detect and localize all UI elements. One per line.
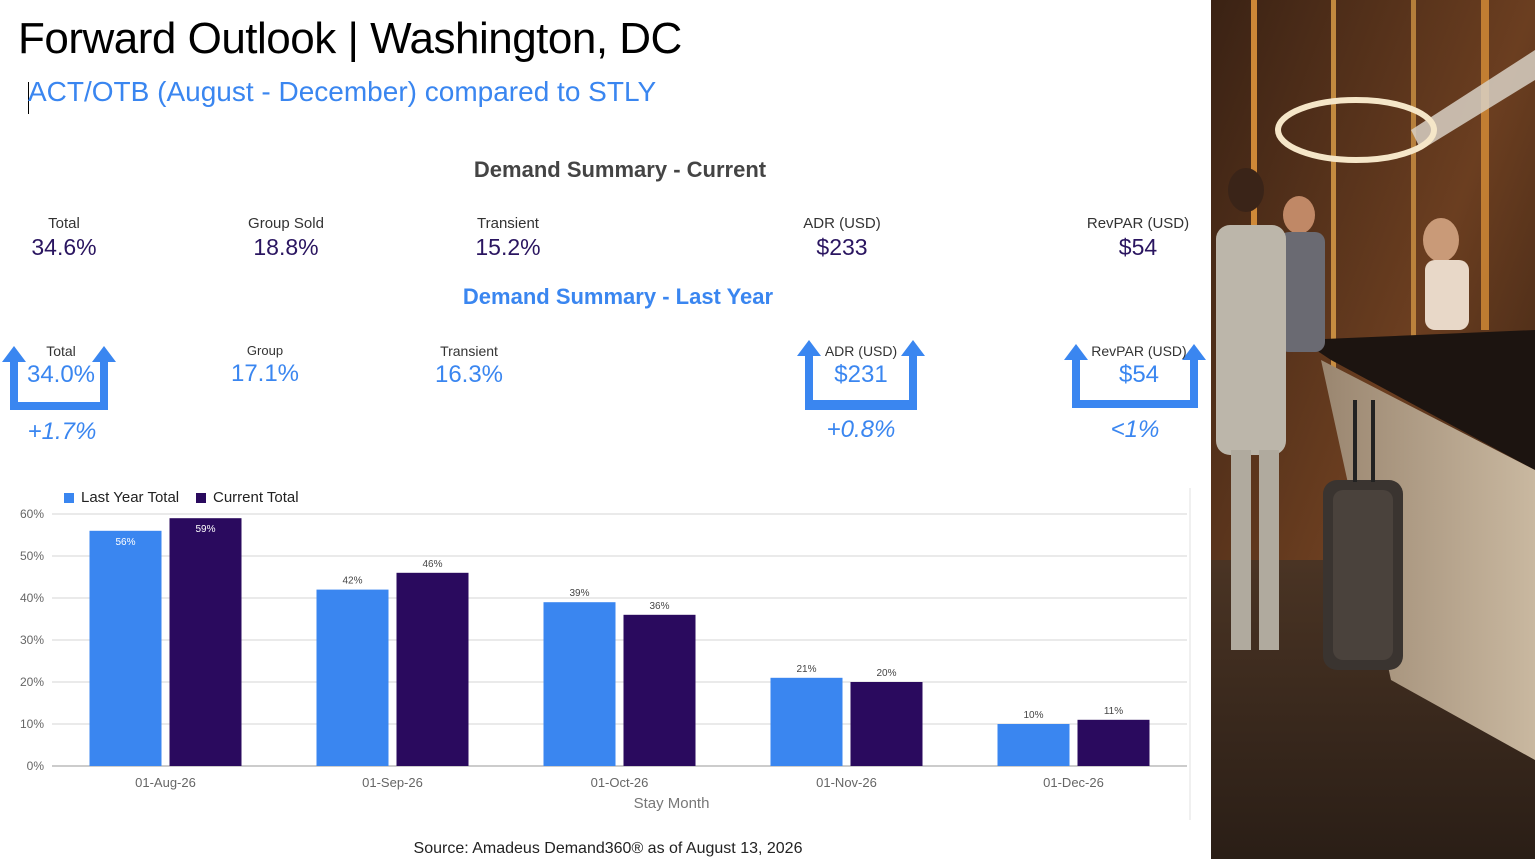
metric-label: Transient	[440, 343, 498, 359]
y-tick-label: 60%	[20, 507, 44, 521]
current-group-metric: Group Sold 18.8%	[248, 215, 324, 261]
page-subtitle: ACT/OTB (August - December) compared to …	[28, 76, 657, 107]
hotel-lobby-photo	[1211, 0, 1535, 859]
metric-value: $233	[816, 234, 868, 260]
current-adr-metric: ADR (USD) $233	[803, 215, 881, 261]
legend-current: Current Total	[196, 489, 299, 506]
metric-label: Total	[46, 343, 76, 359]
data-label: 56%	[115, 537, 135, 548]
data-label: 36%	[649, 601, 669, 612]
legend-last-year: Last Year Total	[64, 489, 179, 506]
metric-value: $231	[834, 361, 888, 388]
bar-current	[623, 614, 696, 766]
x-tick-label: 01-Aug-26	[135, 775, 196, 790]
adr-change: +0.8%	[826, 416, 896, 443]
current-transient-metric: Transient 15.2%	[475, 215, 540, 261]
data-label: 39%	[569, 588, 589, 599]
y-tick-label: 10%	[20, 717, 44, 731]
x-tick-label: 01-Nov-26	[816, 775, 877, 790]
last-year-summary-title: Demand Summary - Last Year	[462, 284, 774, 309]
metric-value: $54	[1118, 361, 1160, 388]
bar-last-year	[997, 724, 1070, 766]
y-tick-label: 20%	[20, 675, 44, 689]
metric-label: Total	[48, 215, 80, 232]
text-cursor	[28, 82, 29, 114]
metric-label: Group	[246, 343, 284, 358]
last-year-group-metric: Group 17.1%	[231, 343, 299, 388]
metric-value: $54	[1118, 234, 1158, 260]
y-tick-label: 50%	[20, 549, 44, 563]
bar-current	[169, 518, 242, 766]
current-revpar-metric: RevPAR (USD) $54	[1087, 215, 1189, 261]
page-title: Forward Outlook | Washington, DC	[18, 14, 682, 63]
y-tick-label: 0%	[27, 759, 45, 773]
metric-value: 18.8%	[253, 234, 319, 260]
up-arrow-bracket-icon	[2, 346, 116, 410]
data-label: 42%	[342, 576, 362, 587]
x-tick-label: 01-Dec-26	[1043, 775, 1104, 790]
bar-current	[1077, 719, 1150, 766]
x-axis-label: Stay Month	[634, 795, 710, 812]
metric-label: ADR (USD)	[803, 215, 881, 232]
legend-label: Last Year Total	[81, 489, 180, 506]
metric-value: 34.6%	[31, 234, 97, 260]
metric-label: ADR (USD)	[824, 343, 898, 359]
last-year-adr-metric: ADR (USD) $231	[825, 343, 897, 389]
x-tick-label: 01-Oct-26	[591, 775, 649, 790]
y-tick-label: 30%	[20, 633, 44, 647]
bar-last-year	[543, 602, 616, 766]
up-arrow-bracket-icon	[797, 340, 925, 410]
current-summary-title: Demand Summary - Current	[473, 157, 767, 182]
metric-label: RevPAR (USD)	[1091, 343, 1187, 359]
bar-last-year	[316, 589, 389, 766]
metric-value: 34.0%	[26, 361, 96, 388]
legend-swatch	[196, 492, 206, 503]
bar-last-year	[89, 530, 162, 766]
y-tick-label: 40%	[20, 591, 44, 605]
source-note: Source: Amadeus Demand360® as of August …	[413, 840, 803, 857]
bar-current	[850, 682, 923, 766]
legend-swatch	[64, 492, 74, 503]
metric-label: RevPAR (USD)	[1086, 215, 1190, 232]
metric-value: 17.1%	[230, 360, 300, 387]
data-label: 11%	[1104, 706, 1123, 717]
last-year-revpar-metric: RevPAR (USD) $54	[1091, 343, 1186, 389]
legend-label: Current Total	[213, 489, 299, 506]
last-year-total-metric: Total 34.0%	[27, 343, 95, 389]
metric-value: 15.2%	[475, 234, 541, 260]
metric-value: 16.3%	[434, 361, 504, 388]
revpar-change: <1%	[1110, 416, 1160, 443]
current-total-metric: Total 34.6%	[31, 215, 96, 261]
data-label: 21%	[796, 664, 816, 675]
last-year-transient-metric: Transient 16.3%	[435, 343, 503, 389]
metric-label: Group Sold	[248, 215, 324, 232]
data-label: 10%	[1023, 710, 1043, 721]
data-label: 59%	[195, 524, 215, 535]
data-label: 20%	[876, 668, 896, 679]
data-label: 46%	[422, 559, 442, 570]
bar-current	[396, 572, 469, 766]
bar-last-year	[770, 677, 843, 766]
metric-label: Transient	[477, 215, 539, 232]
up-arrow-bracket-icon	[1064, 344, 1206, 408]
total-change: +1.7%	[27, 418, 97, 445]
bar-chart: 0% 10% 20% 30% 40% 50% 60% 56% 59% 01-Aug-26 42% 46…	[20, 488, 1191, 820]
x-tick-label: 01-Sep-26	[362, 775, 423, 790]
